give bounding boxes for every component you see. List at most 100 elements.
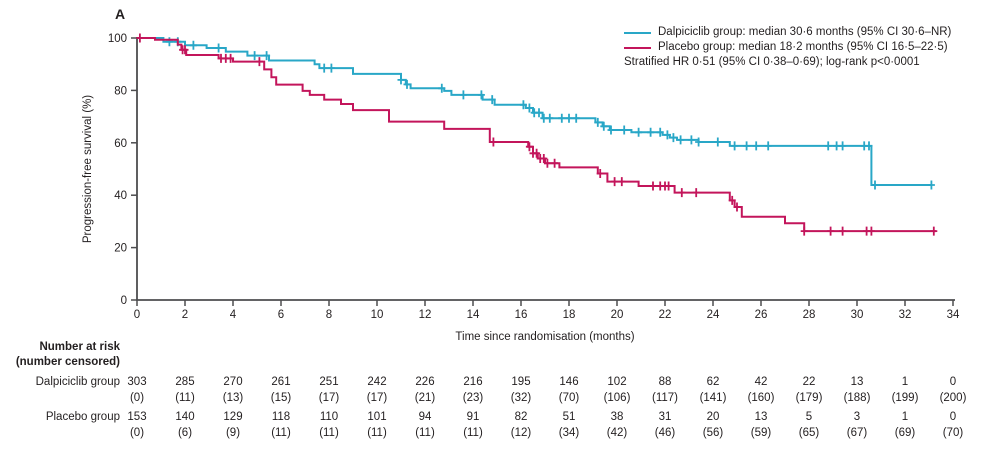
dalpiciclib-censor-tick — [540, 113, 548, 123]
y-tick-label: 40 — [114, 190, 127, 202]
censored-value-placebo: (11) — [367, 427, 387, 439]
risk-value-placebo: 82 — [514, 411, 528, 423]
placebo-censor-tick — [827, 226, 835, 236]
legend-label-placebo: Placebo group: median 18·2 months (95% C… — [658, 41, 948, 53]
censored-value-dalpiciclib: (200) — [939, 392, 967, 404]
dalpiciclib-censor-tick — [669, 133, 677, 143]
risk-value-dalpiciclib: 251 — [319, 376, 339, 388]
dalpiciclib-censor-tick — [594, 117, 602, 127]
risk-table-header-2: (number censored) — [15, 356, 120, 368]
censored-value-dalpiciclib: (141) — [699, 392, 727, 404]
censored-value-dalpiciclib: (15) — [270, 392, 292, 404]
dalpiciclib-censor-tick — [459, 90, 467, 100]
censored-value-dalpiciclib: (70) — [558, 392, 580, 404]
dalpiciclib-censor-tick — [535, 108, 543, 118]
placebo-censor-tick — [618, 177, 626, 187]
placebo-censor-tick — [728, 195, 736, 205]
placebo-censor-tick — [839, 226, 847, 236]
dalpiciclib-censor-tick — [714, 137, 722, 147]
censored-value-placebo: (11) — [319, 427, 339, 439]
risk-value-placebo: 101 — [367, 411, 387, 423]
risk-value-placebo: 38 — [610, 411, 624, 423]
dalpiciclib-line-swatch — [624, 31, 651, 34]
y-tick-label: 80 — [114, 85, 127, 97]
censored-value-dalpiciclib: (21) — [414, 392, 436, 404]
x-tick-label: 10 — [371, 309, 384, 321]
dalpiciclib-censor-tick — [397, 75, 405, 85]
legend: Dalpiciclib group: median 30·6 months (9… — [624, 25, 951, 70]
y-tick-label: 0 — [121, 295, 127, 307]
dalpiciclib-censor-tick — [687, 135, 695, 145]
dalpiciclib-censor-tick — [731, 141, 739, 151]
censored-value-dalpiciclib: (160) — [747, 392, 775, 404]
risk-value-placebo: 94 — [418, 411, 432, 423]
dalpiciclib-censor-tick — [438, 83, 446, 93]
censored-value-dalpiciclib: (32) — [510, 392, 532, 404]
x-tick-label: 22 — [659, 309, 672, 321]
risk-row-label-dalpiciclib: Dalpiciclib group — [35, 376, 120, 388]
censored-value-dalpiciclib: (17) — [366, 392, 388, 404]
dalpiciclib-censor-tick — [477, 90, 485, 100]
dalpiciclib-censor-tick — [546, 113, 554, 123]
dalpiciclib-censor-tick — [839, 141, 847, 151]
censored-value-placebo: (6) — [177, 427, 193, 439]
dalpiciclib-censor-tick — [519, 100, 527, 110]
legend-item-placebo: Placebo group: median 18·2 months (95% C… — [624, 40, 951, 55]
placebo-censor-tick — [678, 188, 686, 198]
dalpiciclib-censor-tick — [251, 51, 259, 61]
placebo-censor-tick — [930, 226, 938, 236]
risk-value-placebo: 0 — [949, 411, 957, 423]
dalpiciclib-censor-tick — [663, 130, 671, 140]
placebo-censor-tick — [227, 53, 235, 63]
placebo-censor-tick — [540, 154, 548, 163]
censored-value-placebo: (12) — [510, 427, 532, 439]
dalpiciclib-censor-tick — [743, 141, 751, 151]
x-tick-label: 28 — [803, 309, 816, 321]
y-tick-label: 100 — [108, 33, 127, 45]
x-tick-label: 34 — [947, 309, 960, 321]
x-tick-label: 2 — [182, 309, 188, 321]
x-tick-label: 26 — [755, 309, 768, 321]
dalpiciclib-censor-tick — [677, 135, 685, 145]
dalpiciclib-censor-tick — [656, 127, 664, 137]
censored-value-dalpiciclib: (117) — [652, 392, 678, 404]
placebo-censor-tick — [255, 57, 263, 67]
dalpiciclib-censor-tick — [525, 103, 533, 113]
panel-label: A — [115, 6, 126, 22]
x-axis-title: Time since randomisation (months) — [455, 331, 635, 343]
risk-value-dalpiciclib: 285 — [175, 376, 195, 388]
censored-value-placebo: (42) — [606, 427, 628, 439]
placebo-censor-tick — [665, 181, 673, 191]
dalpiciclib-censor-tick — [558, 113, 566, 123]
censored-value-placebo: (69) — [894, 427, 916, 439]
placebo-censor-tick — [533, 148, 541, 158]
x-tick-label: 8 — [326, 309, 332, 321]
censored-value-placebo: (0) — [129, 427, 145, 439]
risk-value-dalpiciclib: 62 — [706, 376, 720, 388]
dalpiciclib-censor-tick — [647, 127, 655, 137]
placebo-censor-tick — [867, 226, 875, 236]
placebo-censor-tick — [543, 158, 551, 168]
censored-value-dalpiciclib: (13) — [222, 392, 244, 404]
placebo-censor-tick — [800, 226, 808, 236]
risk-value-placebo: 13 — [754, 411, 768, 423]
censored-value-dalpiciclib: (199) — [891, 392, 919, 404]
censored-value-placebo: (65) — [798, 427, 820, 439]
x-tick-label: 32 — [899, 309, 912, 321]
dalpiciclib-censor-tick — [320, 63, 328, 73]
dalpiciclib-censor-tick — [927, 180, 935, 190]
placebo-censor-tick — [181, 45, 189, 55]
x-tick-label: 16 — [515, 309, 528, 321]
y-tick-label: 60 — [114, 138, 127, 150]
placebo-censor-tick — [136, 33, 144, 43]
y-axis-title: Progression-free survival (%) — [82, 94, 94, 244]
dalpiciclib-censor-tick — [600, 121, 608, 131]
dalpiciclib-censor-tick — [695, 137, 703, 147]
placebo-censor-tick — [611, 177, 619, 187]
dalpiciclib-censor-tick — [263, 51, 271, 61]
risk-value-placebo: 91 — [466, 411, 480, 423]
placebo-censor-tick — [551, 158, 559, 168]
risk-value-placebo: 5 — [805, 411, 813, 423]
